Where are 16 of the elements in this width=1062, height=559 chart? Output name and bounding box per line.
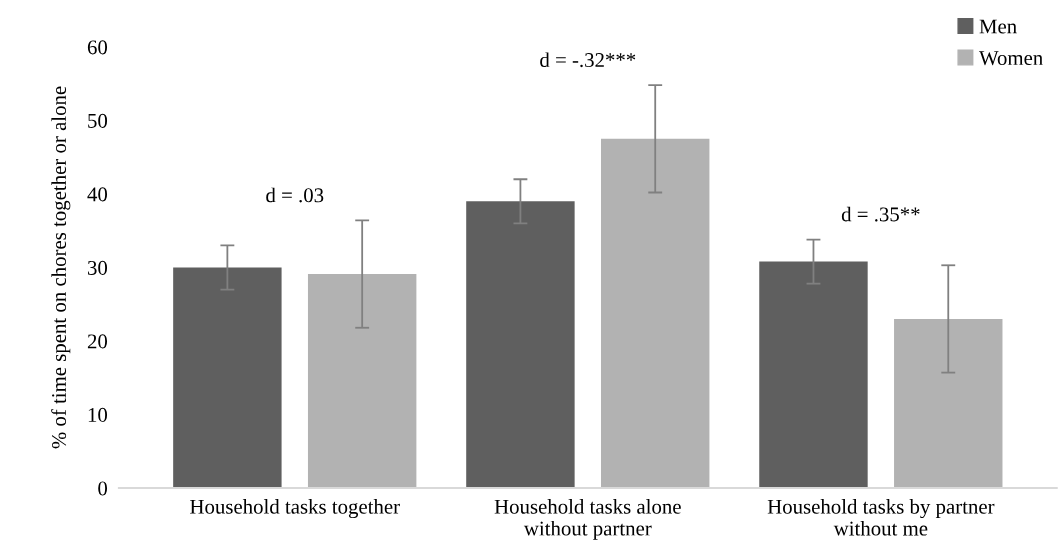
y-tick-label: 10 xyxy=(88,407,108,422)
y-axis-title: % of time spent on chores together or alone xyxy=(51,86,71,449)
legend-label: Men xyxy=(979,19,1017,34)
x-tick-label: Household tasks alone without partner xyxy=(494,499,681,540)
y-tick-label: 0 xyxy=(98,481,108,496)
x-tick-label: Household tasks by partner without me xyxy=(767,499,995,536)
y-tick-label: 20 xyxy=(87,334,108,349)
annotation: d = -.32*** xyxy=(540,52,636,68)
y-tick-label: 40 xyxy=(87,187,108,202)
x-tick-label: Household tasks together xyxy=(190,499,400,519)
y-tick-label: 50 xyxy=(88,113,108,128)
y-tick-label: 30 xyxy=(88,260,108,275)
annotation: d = .35** xyxy=(841,206,920,222)
legend-label: Women xyxy=(978,51,1043,66)
y-tick-label: 60 xyxy=(87,40,108,55)
annotation: d = .03 xyxy=(266,187,324,203)
